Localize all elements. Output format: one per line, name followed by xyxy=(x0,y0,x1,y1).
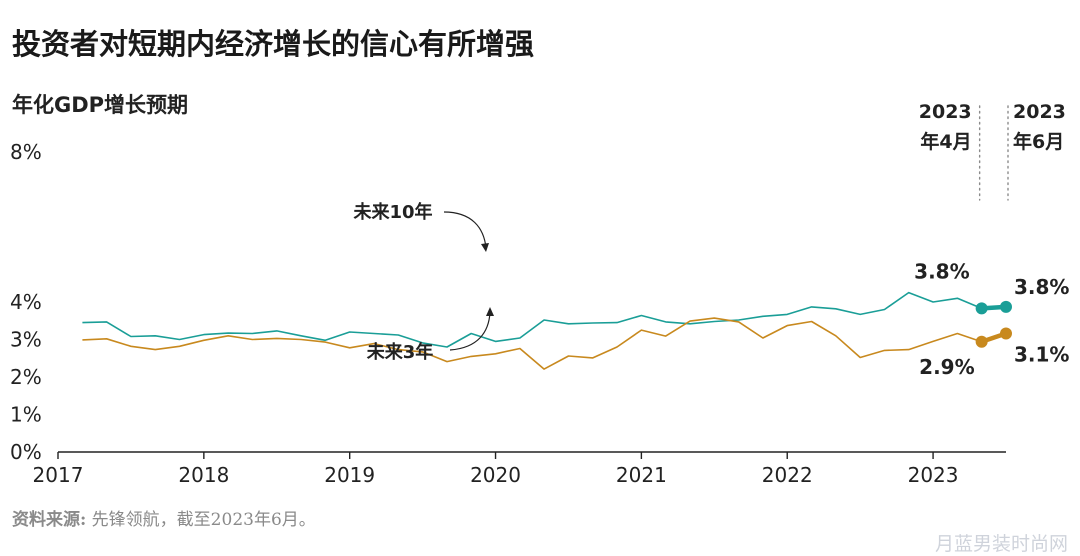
y-tick-label: 4% xyxy=(10,290,42,314)
y-tick-label: 1% xyxy=(10,403,42,427)
period-month-label: 年6月 xyxy=(1013,130,1064,153)
annotation-ten-year-arrowhead xyxy=(481,243,489,252)
annotation-three-year-arrow xyxy=(449,311,491,351)
series-line-ten-year xyxy=(82,291,982,348)
highlight-value-label: 2.9% xyxy=(919,355,974,379)
y-tick-label: 2% xyxy=(10,365,42,389)
highlight-group: 2023 年4月 2023 年6月 3.8% 3.8% 2.9% 3.1% xyxy=(914,101,1069,379)
x-tick-label: 2017 xyxy=(33,463,84,487)
x-tick-label: 2022 xyxy=(762,463,813,487)
highlight-value-label: 3.8% xyxy=(914,259,969,283)
y-axis-ticks: 0% 1% 2% 3% 4% 8% xyxy=(10,140,42,464)
y-axis-label: 年化GDP增长预期 xyxy=(12,93,188,117)
x-tick-label: 2021 xyxy=(616,463,667,487)
highlight-value-label: 3.1% xyxy=(1014,343,1069,367)
highlight-point-ten-year xyxy=(1000,300,1012,313)
y-tick-label: 0% xyxy=(10,440,42,464)
watermark: 月蓝男装时尚网 xyxy=(935,533,1068,555)
x-axis: 2017 2018 2019 2020 2021 2022 2023 xyxy=(33,451,1006,487)
chart-title: 投资者对短期内经济增长的信心有所增强 xyxy=(12,27,534,61)
series-lines xyxy=(82,291,982,370)
series-line-three-year xyxy=(82,317,982,370)
y-tick-label: 8% xyxy=(10,140,42,164)
x-tick-label: 2018 xyxy=(178,463,229,487)
period-year-label: 2023 xyxy=(1013,101,1066,123)
annotation-three-year: 未来3年 xyxy=(367,341,434,363)
highlight-value-label: 3.8% xyxy=(1014,275,1069,299)
period-year-label: 2023 xyxy=(919,101,972,123)
x-tick-label: 2020 xyxy=(470,463,521,487)
annotation-three-year-arrowhead xyxy=(486,307,494,316)
source-prefix: 资料来源: xyxy=(12,509,86,530)
x-tick-label: 2023 xyxy=(908,463,959,487)
series-annotations: 未来10年 未来3年 xyxy=(353,201,494,363)
highlight-point-three-year xyxy=(975,335,988,348)
x-tick-label: 2019 xyxy=(324,463,375,487)
y-tick-label: 3% xyxy=(10,328,42,352)
highlight-point-three-year xyxy=(1000,327,1012,340)
source-text: 先锋领航，截至2023年6月。 xyxy=(86,510,315,530)
annotation-ten-year: 未来10年 xyxy=(353,201,432,223)
highlight-point-ten-year xyxy=(975,302,988,315)
source-note: 资料来源: 先锋领航，截至2023年6月。 xyxy=(12,509,316,530)
period-month-label: 年4月 xyxy=(920,130,971,153)
annotation-ten-year-arrow xyxy=(443,211,487,249)
